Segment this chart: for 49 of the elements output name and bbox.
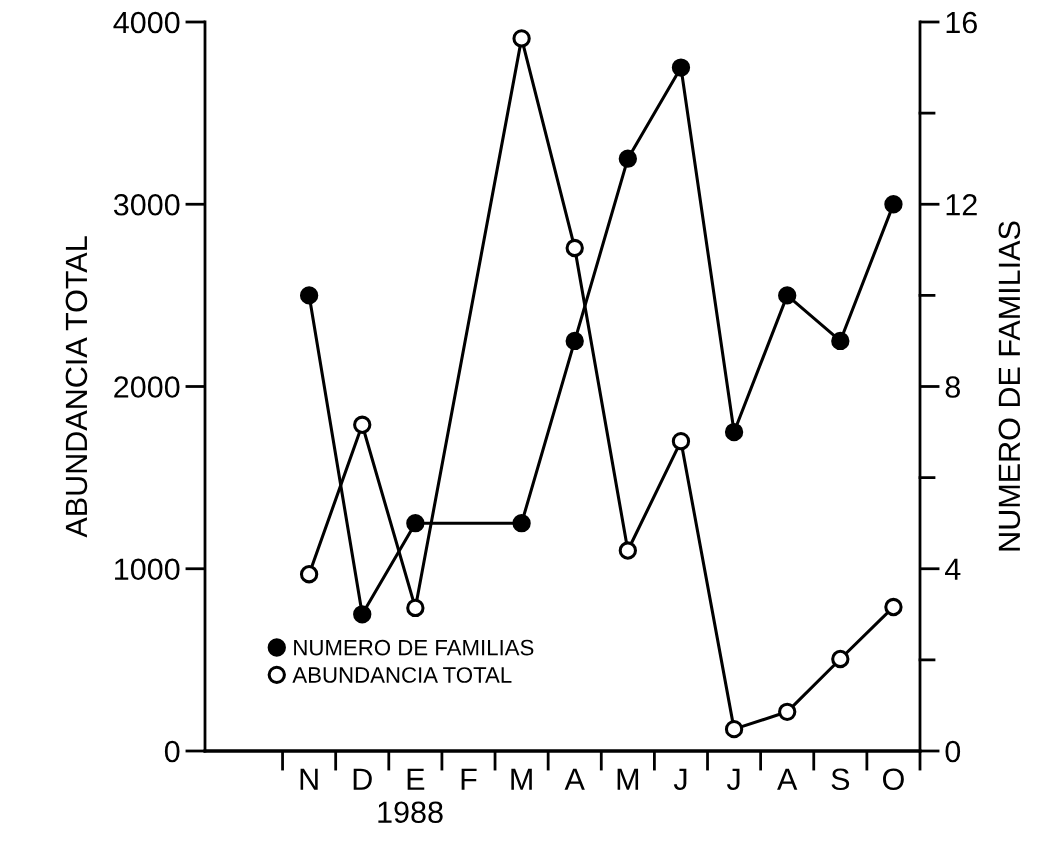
point [618, 541, 638, 560]
y-tick-label: 3000 [113, 193, 180, 216]
point [778, 286, 797, 305]
point [884, 195, 903, 214]
point [512, 514, 531, 533]
legend-label: ABUNDANCIA TOTAL [292, 667, 512, 683]
y2-tick-label: 12 [946, 193, 977, 216]
x-tick-label: J [726, 768, 740, 791]
x-tick-label: J [673, 768, 687, 791]
y-tick-label: 4000 [113, 11, 180, 34]
point [353, 605, 372, 624]
point [406, 598, 425, 618]
y2-tick-label: 4 [945, 558, 961, 580]
y-tick-label: 1000 [115, 558, 180, 581]
legend-label: NUMERO DE FAMILIAS [294, 639, 534, 656]
x-tick-label: A [564, 768, 585, 790]
y2-tick-label: 8 [945, 376, 960, 398]
point [299, 286, 319, 305]
point [565, 238, 584, 258]
point [565, 331, 584, 351]
y2-tick-label: 0 [945, 740, 961, 763]
point [618, 149, 638, 168]
point [353, 415, 372, 434]
point [671, 432, 691, 451]
x-tick-label: A [777, 768, 798, 790]
point [406, 514, 425, 533]
point [299, 565, 319, 584]
point [512, 29, 531, 48]
x-tick-label: E [407, 768, 425, 790]
point [778, 702, 797, 721]
x-tick-label: N [300, 768, 318, 790]
x-tick-label: D [353, 768, 372, 790]
y2-axis-title: NUMERO DE FAMILIAS [998, 221, 1021, 551]
y-tick-label: 0 [164, 740, 180, 763]
x-tick-label: M [617, 768, 639, 790]
y2-tick-label: 16 [946, 11, 977, 34]
y-axis-title: ABUNDANCIA TOTAL [65, 236, 88, 538]
x-tick-label: O [883, 768, 904, 791]
point [671, 58, 691, 77]
y-tick-label: 2000 [114, 376, 180, 398]
x-tick-label: M [511, 768, 532, 790]
x-tick-label: F [461, 768, 477, 790]
point [724, 719, 744, 739]
point [831, 649, 850, 669]
text: 1988 [378, 801, 443, 824]
point [884, 597, 903, 617]
point [831, 331, 850, 351]
x-tick-label: S [831, 768, 850, 791]
point [724, 422, 744, 442]
